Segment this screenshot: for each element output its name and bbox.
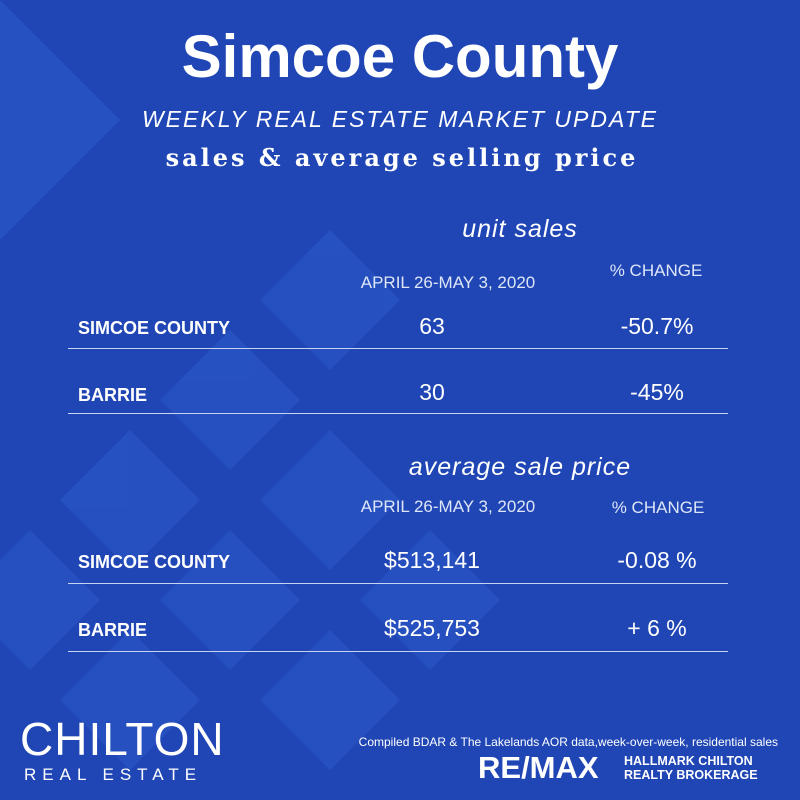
row-change: + 6 % xyxy=(627,615,687,641)
period-label: APRIL 26-MAY 3, 2020 xyxy=(360,273,536,292)
divider xyxy=(68,413,728,414)
remax-logo: RE/MAX xyxy=(478,750,599,785)
change-label: % CHANGE xyxy=(611,498,705,517)
tagline: sales & average selling price xyxy=(165,143,639,172)
row-value: 30 xyxy=(419,379,445,405)
row-change: -0.08 % xyxy=(617,547,697,573)
source-note: Compiled BDAR & The Lakelands AOR data,w… xyxy=(358,735,778,749)
period-label: APRIL 26-MAY 3, 2020 xyxy=(360,497,536,516)
row-name: BARRIE xyxy=(78,620,148,640)
brokerage-name: REALTY BROKERAGE xyxy=(624,768,758,782)
row-name: BARRIE xyxy=(78,385,148,405)
section-heading: average sale price xyxy=(408,453,632,481)
change-label: % CHANGE xyxy=(609,261,703,280)
row-name: SIMCOE COUNTY xyxy=(78,552,231,572)
divider xyxy=(68,583,728,584)
row-change: -45% xyxy=(630,379,684,405)
row-value: 63 xyxy=(419,313,445,339)
divider xyxy=(68,348,728,349)
brand-subtitle: REAL ESTATE xyxy=(24,765,203,784)
brand-logo: CHILTON xyxy=(20,713,225,765)
title: Simcoe County xyxy=(181,23,619,90)
section-heading: unit sales xyxy=(462,215,578,243)
brokerage-name: HALLMARK CHILTON xyxy=(624,754,753,768)
row-value: $513,141 xyxy=(384,547,480,573)
row-value: $525,753 xyxy=(384,615,480,641)
row-change: -50.7% xyxy=(620,313,694,339)
row-name: SIMCOE COUNTY xyxy=(78,318,231,338)
subtitle: WEEKLY REAL ESTATE MARKET UPDATE xyxy=(141,106,659,132)
divider xyxy=(68,651,728,652)
